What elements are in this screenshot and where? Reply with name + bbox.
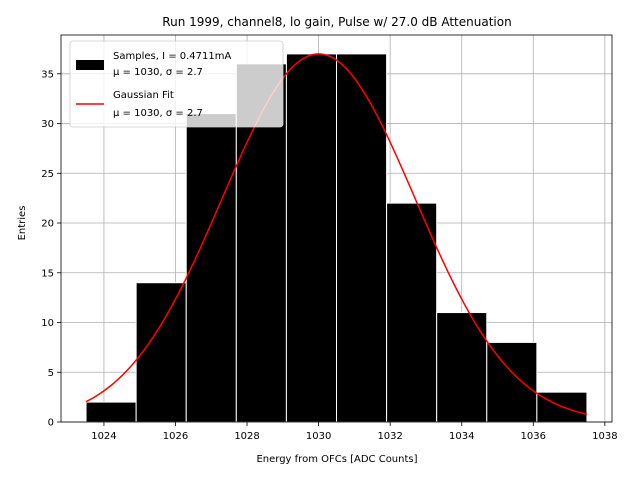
x-tick-label: 1036 [521, 431, 546, 442]
histogram-bar [85, 401, 137, 423]
y-tick-label: 10 [41, 318, 54, 329]
x-axis-ticks: 1024 1026 1028 1030 1032 1034 1036 1038 [91, 422, 618, 442]
y-tick-label: 25 [41, 169, 54, 180]
gaussian-fit-line [85, 53, 588, 415]
x-tick-label: 1034 [449, 431, 474, 442]
x-tick-label: 1038 [592, 431, 617, 442]
y-tick-label: 30 [41, 119, 54, 130]
y-tick-label: 15 [41, 268, 54, 279]
histogram-bars [85, 53, 588, 423]
y-tick-label: 5 [48, 368, 54, 379]
y-axis-ticks: 0 5 10 15 20 25 30 35 [41, 69, 61, 429]
histogram-bar [436, 312, 488, 423]
y-tick-label: 0 [48, 418, 54, 429]
legend-samples-swatch [76, 60, 104, 70]
y-axis-label: Entries [17, 206, 28, 241]
x-tick-label: 1028 [234, 431, 259, 442]
legend: Samples, I = 0.4711mA μ = 1030, σ = 2.7 … [69, 40, 284, 128]
legend-samples-label: Samples, I = 0.4711mA [113, 51, 231, 62]
legend-fit-stats: μ = 1030, σ = 2.7 [113, 108, 203, 119]
histogram-bar [336, 53, 388, 423]
x-axis-label: Energy from OFCs [ADC Counts] [256, 454, 417, 465]
chart-title: Run 1999, channel8, lo gain, Pulse w/ 27… [162, 15, 511, 29]
y-tick-label: 20 [41, 219, 54, 230]
histogram-bar [486, 341, 538, 423]
plot-frame [60, 34, 613, 423]
x-tick-label: 1032 [377, 431, 402, 442]
legend-samples-stats: μ = 1030, σ = 2.7 [113, 67, 203, 78]
histogram-bar [135, 282, 187, 423]
x-tick-label: 1030 [306, 431, 331, 442]
x-tick-label: 1024 [91, 431, 116, 442]
legend-box [69, 40, 284, 128]
histogram-bar [386, 202, 438, 423]
x-tick-label: 1026 [163, 431, 188, 442]
histogram-bar [285, 53, 337, 423]
legend-fit-label: Gaussian Fit [113, 90, 174, 101]
histogram-bar [185, 113, 237, 423]
y-tick-label: 35 [41, 69, 54, 80]
